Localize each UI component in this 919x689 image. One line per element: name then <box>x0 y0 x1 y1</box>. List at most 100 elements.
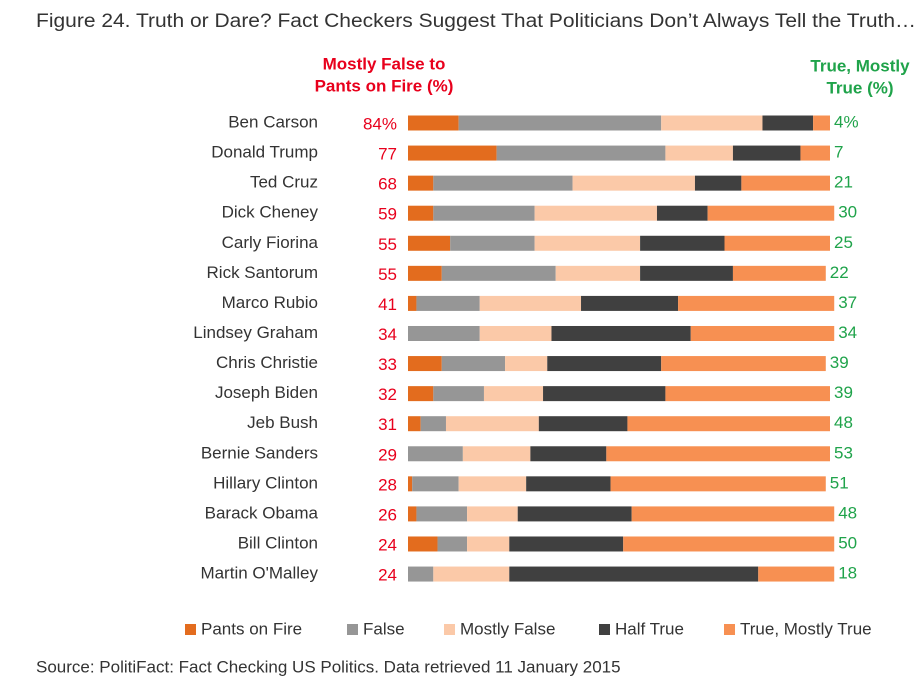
bar-segment <box>408 566 434 582</box>
bar-segment <box>656 205 708 221</box>
left-total-label: 24 <box>378 535 397 554</box>
bar-segment <box>640 265 733 281</box>
bar-segment <box>707 205 835 221</box>
left-total-label: 28 <box>378 475 397 494</box>
bar-segment <box>433 386 484 402</box>
right-total-label: 22 <box>830 263 849 282</box>
bar-segment <box>408 295 417 311</box>
left-total-label: 55 <box>378 235 397 254</box>
bar-segment <box>408 175 434 191</box>
legend-label: Pants on Fire <box>201 619 302 638</box>
bar-segment <box>416 295 480 311</box>
right-total-label: 4% <box>834 112 859 131</box>
bar-segment <box>581 295 679 311</box>
bar-segment <box>724 235 830 251</box>
category-label: Jeb Bush <box>247 413 318 432</box>
left-total-label: 26 <box>378 505 397 524</box>
right-total-label: 48 <box>834 413 853 432</box>
legend-swatch <box>599 624 610 635</box>
bar-segment <box>538 416 628 432</box>
bar-segment <box>526 476 611 492</box>
bar-segment <box>462 446 531 462</box>
category-label: Martin O'Malley <box>200 564 318 583</box>
bar-segment <box>732 145 801 161</box>
right-total-label: 39 <box>830 353 849 372</box>
bar-segment <box>741 175 830 191</box>
bar-segment <box>661 356 826 372</box>
legend-swatch <box>347 624 358 635</box>
right-total-label: 50 <box>838 533 857 552</box>
bar-segment <box>762 115 814 131</box>
right-total-label: 7 <box>834 143 843 162</box>
bar-segment <box>627 416 830 432</box>
bar-segment <box>517 506 632 522</box>
bar-segment <box>665 386 830 402</box>
right-total-label: 48 <box>838 503 857 522</box>
bar-segment <box>408 325 480 341</box>
bar-segment <box>408 506 417 522</box>
bar-segment <box>412 476 459 492</box>
bar-segment <box>408 115 459 131</box>
right-header: True (%) <box>826 78 893 97</box>
bar-segment <box>732 265 826 281</box>
right-total-label: 39 <box>834 383 853 402</box>
source-note: Source: PolitiFact: Fact Checking US Pol… <box>36 657 621 676</box>
chart-title: Figure 24. Truth or Dare? Fact Checkers … <box>36 11 916 32</box>
bar-segment <box>543 386 666 402</box>
bar-segment <box>408 145 497 161</box>
bar-segment <box>408 265 442 281</box>
right-total-label: 25 <box>834 233 853 252</box>
bar-segment <box>408 536 438 552</box>
bar-segment <box>530 446 607 462</box>
bar-segment <box>408 235 451 251</box>
left-total-label: 68 <box>378 175 397 194</box>
bar-segment <box>547 356 662 372</box>
bar-segment <box>509 536 624 552</box>
bar-segment <box>509 566 759 582</box>
bar-segment <box>610 476 826 492</box>
legend-swatch <box>444 624 455 635</box>
bar-segment <box>678 295 835 311</box>
category-label: Marco Rubio <box>222 293 318 312</box>
category-label: Hillary Clinton <box>213 473 318 492</box>
left-total-label: 24 <box>378 566 397 585</box>
right-total-label: 51 <box>830 473 849 492</box>
legend-label: Half True <box>615 619 684 638</box>
left-total-label: 31 <box>378 415 397 434</box>
bar-segment <box>458 115 662 131</box>
bar-segment <box>445 416 539 432</box>
bar-segment <box>606 446 830 462</box>
legend-label: Mostly False <box>460 619 555 638</box>
right-total-label: 53 <box>834 443 853 462</box>
bar-segment <box>758 566 835 582</box>
legend-swatch <box>724 624 735 635</box>
bar-segment <box>661 115 763 131</box>
left-total-label: 84% <box>363 114 397 133</box>
bar-segment <box>640 235 725 251</box>
right-total-label: 30 <box>838 203 857 222</box>
left-total-label: 59 <box>378 205 397 224</box>
right-total-label: 37 <box>838 293 857 312</box>
category-label: Ben Carson <box>228 112 318 131</box>
right-header: True, Mostly <box>810 56 910 75</box>
bar-segment <box>534 235 641 251</box>
bar-segment <box>690 325 835 341</box>
bar-segment <box>694 175 742 191</box>
category-label: Lindsey Graham <box>193 323 318 342</box>
category-label: Carly Fiorina <box>222 233 319 252</box>
category-label: Donald Trump <box>211 143 318 162</box>
left-total-label: 34 <box>378 325 397 344</box>
right-total-label: 21 <box>834 173 853 192</box>
right-total-label: 34 <box>838 323 857 342</box>
bar-segment <box>408 446 463 462</box>
bar-segment <box>483 386 544 402</box>
bar-segment <box>408 416 421 432</box>
right-total-label: 18 <box>838 564 857 583</box>
left-total-label: 29 <box>378 445 397 464</box>
bar-segment <box>416 506 468 522</box>
left-total-label: 41 <box>378 295 397 314</box>
legend-swatch <box>185 624 196 635</box>
bar-segment <box>665 145 733 161</box>
bar-segment <box>479 295 582 311</box>
